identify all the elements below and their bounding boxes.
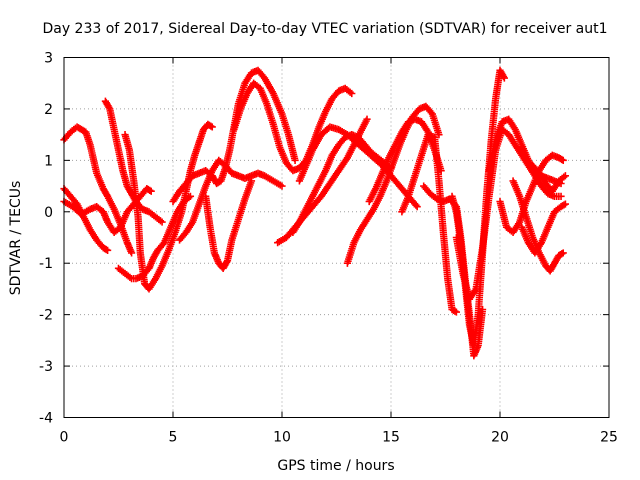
data-point xyxy=(559,156,567,164)
data-point-fill xyxy=(223,258,231,266)
data-point xyxy=(278,182,286,190)
series-prn-x xyxy=(529,161,569,195)
y-tick-label: 0 xyxy=(44,205,53,221)
data-point xyxy=(452,308,460,316)
data-point xyxy=(291,156,299,164)
series-prn-k xyxy=(274,115,371,247)
data-point-fill xyxy=(451,307,459,315)
data-point-fill xyxy=(560,201,568,209)
data-point-fill xyxy=(102,245,110,254)
y-tick-label: -2 xyxy=(39,308,53,324)
series-prn-h xyxy=(202,177,256,272)
x-tick-label: 25 xyxy=(600,430,618,446)
data-point xyxy=(559,249,567,257)
data-point xyxy=(478,305,487,314)
x-tick-label: 20 xyxy=(491,430,509,446)
data-point xyxy=(561,200,569,208)
data-point xyxy=(413,203,421,211)
data-point-fill xyxy=(499,72,508,81)
data-point-fill xyxy=(105,103,113,111)
series-prn-m xyxy=(295,123,421,211)
series-prn-w xyxy=(518,200,569,257)
data-point xyxy=(127,249,136,257)
y-axis-label: SDTVAR / TECUs xyxy=(8,181,24,296)
data-point-fill xyxy=(558,155,566,164)
data-point xyxy=(158,218,166,226)
data-point xyxy=(186,192,195,200)
data-series xyxy=(60,66,569,360)
data-point-fill xyxy=(207,122,215,130)
y-tick-label: 3 xyxy=(44,51,53,67)
data-point xyxy=(363,115,371,123)
data-point xyxy=(104,246,112,254)
series-prn-f xyxy=(121,120,216,293)
data-point-fill xyxy=(412,201,420,209)
x-tick-label: 0 xyxy=(60,430,69,446)
series-prn-s xyxy=(452,125,565,303)
y-tick-label: 2 xyxy=(44,102,53,118)
x-tick-label: 10 xyxy=(273,430,291,446)
chart-title: Day 233 of 2017, Sidereal Day-to-day VTE… xyxy=(42,21,607,37)
plot-frame xyxy=(63,57,610,418)
series-prn-t xyxy=(485,115,565,188)
x-tick-label: 5 xyxy=(169,430,178,446)
data-point xyxy=(557,192,565,200)
data-point-fill xyxy=(558,250,566,258)
series-prn-e xyxy=(114,192,195,283)
axis-ticks xyxy=(63,57,610,418)
series-prn-i xyxy=(175,156,286,244)
data-point xyxy=(208,123,216,131)
data-point xyxy=(348,89,356,98)
y-tick-label: -4 xyxy=(39,411,53,427)
x-axis-label: GPS time / hours xyxy=(277,458,394,474)
data-point xyxy=(147,187,155,195)
x-tick-label: 15 xyxy=(382,430,400,446)
series-prn-p xyxy=(398,131,460,316)
y-tick-label: 1 xyxy=(44,153,53,169)
y-tick-label: -1 xyxy=(39,256,53,272)
series-prn-u xyxy=(496,151,567,236)
y-tick-label: -3 xyxy=(39,359,53,375)
data-point xyxy=(435,131,443,139)
data-point-fill xyxy=(146,186,154,194)
data-point xyxy=(561,172,569,180)
data-point xyxy=(500,74,508,82)
